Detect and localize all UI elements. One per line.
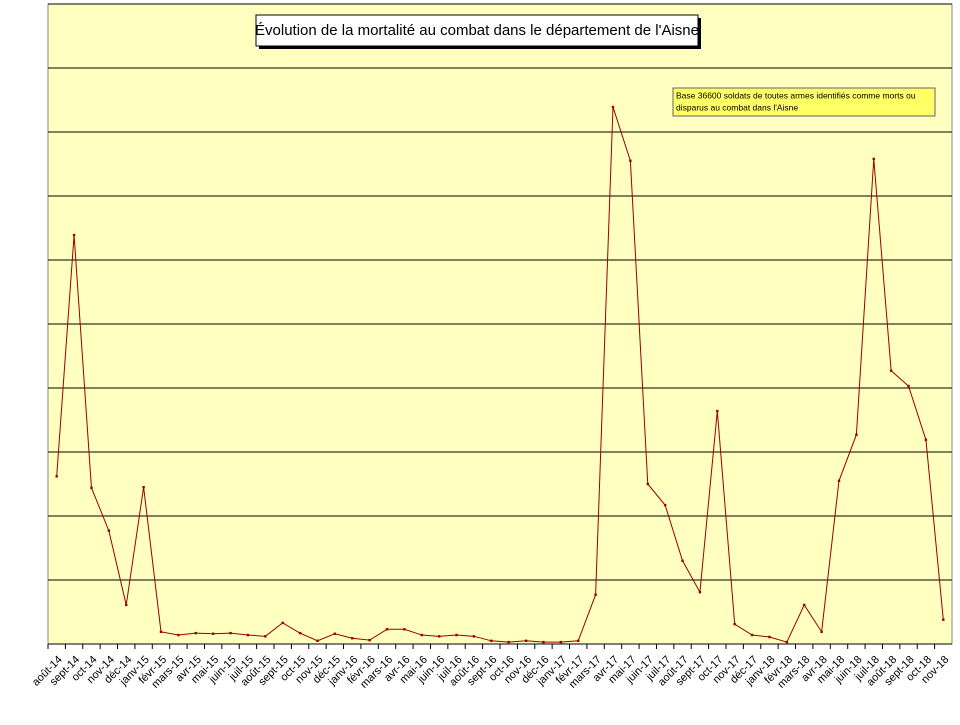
data-point [594,593,597,596]
marks [55,105,945,644]
data-point [420,633,423,637]
data-point [942,618,945,621]
data-point [229,631,232,635]
data-point [716,409,719,413]
data-point [750,633,754,637]
data-point [837,479,841,482]
data-point [246,633,250,637]
data-point [733,622,736,626]
data-point [55,475,58,478]
annotation-box [672,87,936,117]
data-point [507,640,510,644]
data-point [264,635,267,638]
data-point [542,640,545,644]
annotation: Base 36600 soldats de toutes armes ident… [676,90,916,100]
data-point [333,632,337,635]
chart-title: Évolution de la mortalité au combat dans… [255,22,699,39]
data-point [872,157,875,161]
data-point [194,631,197,635]
data-point [455,633,458,637]
data-point [577,639,580,642]
data-point [351,637,354,640]
data-point [368,638,371,642]
data-point [629,159,632,162]
data-point [663,503,667,507]
data-point [316,639,319,642]
data-point [403,628,406,631]
data-point [437,635,441,638]
data-point [142,486,145,489]
data-point [855,433,858,436]
data-point [524,639,528,642]
data-point [72,233,76,237]
data-point [298,631,302,635]
data-point [107,529,111,532]
data-point [177,633,180,637]
data-point [90,486,93,490]
data-point [889,369,893,372]
data-point [785,640,789,644]
data-point [385,628,389,631]
data-point [698,590,702,594]
data-point [924,438,928,442]
data-point [820,630,823,634]
annotation: disparus au combat dans l'Aisne [676,102,798,112]
data-point [472,635,476,638]
data-line [56,106,944,643]
data-point [559,640,563,644]
data-point [768,635,771,639]
data-point [646,482,649,486]
grid [47,3,952,649]
data-point [681,559,684,562]
data-point [803,603,806,607]
data-point [490,639,493,642]
data-point [211,632,215,635]
title-box [255,14,699,47]
data-point [159,630,163,634]
data-point [125,603,128,607]
data-point [281,621,284,625]
data-point [611,105,615,109]
data-point [907,384,910,388]
